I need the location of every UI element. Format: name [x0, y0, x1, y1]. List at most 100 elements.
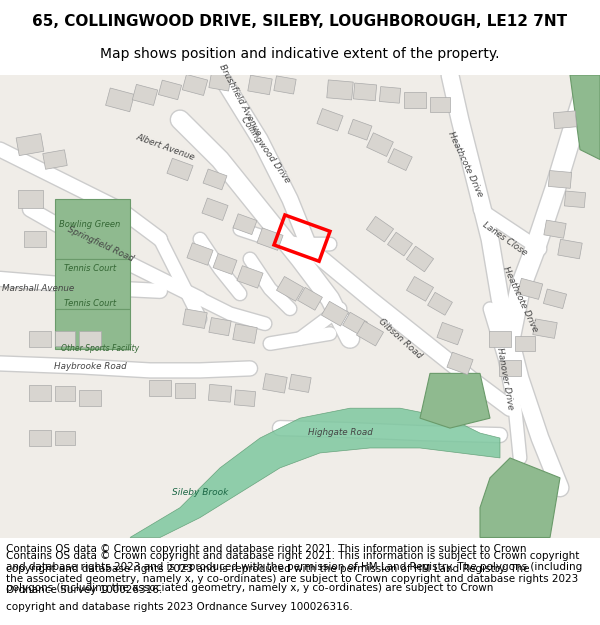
Bar: [388, 232, 412, 256]
Bar: [322, 301, 349, 326]
Bar: [79, 390, 101, 406]
Bar: [353, 83, 377, 101]
Bar: [388, 149, 412, 171]
Text: Collingwood Drive: Collingwood Drive: [239, 114, 292, 184]
Bar: [348, 119, 372, 140]
Bar: [79, 331, 101, 346]
Bar: [447, 352, 473, 374]
Bar: [182, 74, 208, 96]
Bar: [158, 80, 182, 100]
Bar: [187, 243, 213, 265]
Bar: [248, 75, 272, 94]
Text: Contains OS data © Crown copyright and database right 2021. This information is : Contains OS data © Crown copyright and d…: [6, 544, 527, 554]
Text: Albert Avenue: Albert Avenue: [134, 132, 196, 162]
Bar: [544, 289, 566, 309]
Bar: [430, 98, 450, 112]
Bar: [55, 331, 75, 346]
Bar: [533, 319, 557, 338]
Bar: [208, 384, 232, 402]
Bar: [209, 318, 231, 336]
Bar: [558, 239, 582, 259]
Bar: [274, 76, 296, 94]
Text: Contains OS data © Crown copyright and database right 2021. This information is : Contains OS data © Crown copyright and d…: [6, 551, 582, 596]
Bar: [565, 191, 586, 208]
Bar: [233, 214, 257, 234]
Text: Other Sports Facility: Other Sports Facility: [61, 344, 139, 353]
Bar: [544, 220, 566, 238]
Bar: [55, 386, 75, 401]
Bar: [317, 109, 343, 131]
Bar: [289, 374, 311, 392]
Bar: [404, 92, 426, 108]
Bar: [233, 324, 257, 343]
Text: Heathcote Drive: Heathcote Drive: [501, 264, 539, 333]
Bar: [167, 158, 193, 181]
Bar: [257, 228, 283, 251]
Bar: [406, 246, 434, 272]
Bar: [277, 276, 304, 301]
Bar: [29, 386, 51, 401]
Text: Tennis Court: Tennis Court: [64, 264, 116, 274]
Polygon shape: [570, 75, 600, 159]
Text: Map shows position and indicative extent of the property.: Map shows position and indicative extent…: [100, 47, 500, 61]
Bar: [29, 430, 51, 446]
Bar: [24, 231, 46, 247]
Bar: [489, 331, 511, 346]
Text: Sileby Brook: Sileby Brook: [172, 488, 228, 498]
Bar: [213, 254, 237, 274]
Bar: [29, 331, 51, 346]
Bar: [553, 111, 577, 129]
Bar: [517, 278, 542, 299]
Bar: [515, 336, 535, 351]
Polygon shape: [55, 199, 130, 259]
Bar: [55, 431, 75, 446]
Text: Lanes Close: Lanes Close: [481, 221, 529, 258]
Text: Highgate Road: Highgate Road: [308, 428, 373, 437]
Text: Bowling Green: Bowling Green: [59, 220, 121, 229]
Bar: [202, 198, 228, 221]
Bar: [428, 292, 452, 315]
Text: Tennis Court: Tennis Court: [64, 299, 116, 308]
Bar: [16, 134, 44, 156]
Bar: [133, 84, 158, 106]
Text: Gibson Road: Gibson Road: [377, 317, 424, 361]
Bar: [175, 383, 195, 398]
Bar: [356, 321, 383, 346]
Text: Heathcote Drive: Heathcote Drive: [446, 131, 484, 199]
Bar: [263, 374, 287, 393]
Bar: [367, 132, 394, 156]
Bar: [437, 322, 463, 345]
Bar: [499, 361, 521, 376]
Bar: [183, 309, 207, 328]
Polygon shape: [480, 458, 560, 538]
Polygon shape: [55, 259, 130, 309]
Text: Brushfield Avenue: Brushfield Avenue: [217, 62, 263, 137]
Bar: [327, 80, 353, 100]
Bar: [548, 171, 572, 188]
Bar: [237, 266, 263, 288]
Bar: [235, 390, 256, 406]
Bar: [274, 215, 330, 261]
Bar: [43, 150, 67, 169]
Text: copyright and database rights 2023 and is reproduced with the permission of HM L: copyright and database rights 2023 and i…: [6, 564, 530, 574]
Text: Marshall Avenue: Marshall Avenue: [2, 284, 74, 293]
Polygon shape: [130, 408, 500, 538]
Bar: [343, 312, 367, 335]
Text: polygons (including the associated geometry, namely x, y co-ordinates) are subje: polygons (including the associated geome…: [6, 583, 493, 593]
Bar: [106, 88, 134, 112]
Bar: [379, 87, 401, 103]
Text: 65, COLLINGWOOD DRIVE, SILEBY, LOUGHBOROUGH, LE12 7NT: 65, COLLINGWOOD DRIVE, SILEBY, LOUGHBORO…: [32, 14, 568, 29]
Bar: [367, 216, 394, 242]
Text: Hanover Drive: Hanover Drive: [495, 346, 515, 410]
Bar: [406, 276, 434, 301]
Polygon shape: [420, 373, 490, 428]
Bar: [17, 191, 43, 208]
Text: Springfield Road: Springfield Road: [65, 225, 134, 263]
Text: copyright and database rights 2023 Ordnance Survey 100026316.: copyright and database rights 2023 Ordna…: [6, 602, 353, 612]
Bar: [209, 73, 231, 91]
Polygon shape: [55, 309, 130, 349]
Text: Haybrooke Road: Haybrooke Road: [53, 362, 127, 371]
Bar: [149, 381, 171, 396]
Bar: [298, 288, 322, 310]
Bar: [203, 169, 227, 190]
